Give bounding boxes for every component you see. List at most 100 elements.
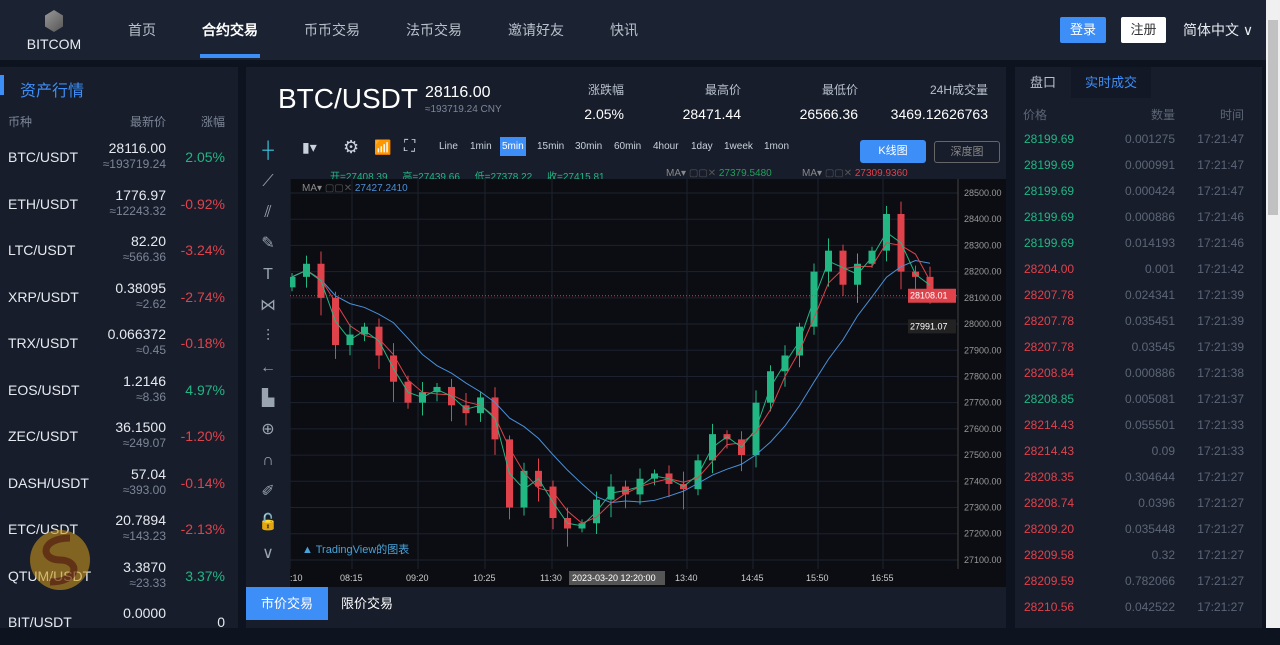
measure-icon[interactable]: ⫶: [265, 328, 270, 345]
trade-amount: 0.001275: [1124, 132, 1175, 146]
page-scrollbar[interactable]: [1266, 0, 1280, 628]
nav-home[interactable]: 首页: [128, 22, 156, 38]
cursor-price-label: 27991.07: [910, 321, 948, 331]
ma3-legend[interactable]: MA▾ ▢▢✕ 27309.9360: [802, 168, 908, 179]
y-tick-label: 27300.00: [964, 503, 1002, 513]
timeframe-1week[interactable]: 1week: [724, 141, 753, 152]
indicators-icon[interactable]: 📶: [374, 139, 392, 155]
market-row[interactable]: BTC/USDT 28116.00 ≈193719.24 2.05%: [0, 134, 238, 180]
trade-amount: 0.304644: [1124, 470, 1175, 484]
row-cny: ≈12243.32: [109, 203, 166, 218]
y-tick-label: 27900.00: [964, 345, 1002, 355]
chart-svg[interactable]: 28500.00 28400.00 28300.00 28200.00 28100.00…: [290, 179, 1006, 587]
logo[interactable]: BITCOM: [22, 10, 86, 52]
trade-amount: 0.000991: [1124, 158, 1175, 172]
market-row[interactable]: ETH/USDT 1776.97 ≈12243.32 -0.92%: [0, 181, 238, 227]
market-row[interactable]: XRP/USDT 0.38095 ≈2.62 -2.74%: [0, 274, 238, 320]
ruler-icon[interactable]: ▙: [261, 390, 275, 407]
ma2-legend[interactable]: MA▾ ▢▢✕ 27379.5480: [666, 168, 772, 179]
col-time: 时间: [1219, 108, 1244, 122]
market-row[interactable]: EOS/USDT 1.2146 ≈8.36 4.97%: [0, 367, 238, 413]
legend-high: 高=27439.66: [402, 172, 460, 183]
row-symbol: EOS/USDT: [8, 381, 80, 398]
crosshair-time-tag: [569, 571, 665, 585]
timeframe-60min[interactable]: 60min: [614, 141, 642, 152]
market-row[interactable]: BIT/USDT 0.0000 0: [0, 599, 238, 645]
tab-orderbook[interactable]: 盘口: [1029, 75, 1056, 90]
settings-gear-icon[interactable]: ⚙: [343, 137, 360, 157]
trading-panel: BTC/USDT 28116.00 ≈193719.24 CNY 涨跌幅 2.05…: [246, 67, 1006, 628]
ma1-line: [291, 259, 931, 504]
candlestick-chart[interactable]: 28500.00 28400.00 28300.00 28200.00 28100.00…: [290, 179, 1006, 587]
y-tick-label: 27500.00: [964, 450, 1002, 460]
market-row[interactable]: ETC/USDT 20.7894 ≈143.23 -2.13%: [0, 506, 238, 552]
trade-time: 17:21:47: [1197, 184, 1244, 198]
market-row[interactable]: TRX/USDT 0.066372 ≈0.45 -0.18%: [0, 320, 238, 366]
timeframe-5min[interactable]: 5min: [500, 137, 526, 156]
row-cny: ≈0.45: [136, 343, 166, 357]
row-change: -0.92%: [180, 195, 225, 212]
nav-spot-trading[interactable]: 币币交易: [304, 22, 360, 38]
lock-drawing-icon[interactable]: ✐: [261, 483, 275, 500]
tab-realtime-trades[interactable]: 实时成交: [1071, 67, 1151, 98]
timeframe-15min[interactable]: 15min: [537, 141, 565, 152]
market-row[interactable]: DASH/USDT 57.04 ≈393.00 -0.14%: [0, 460, 238, 506]
lock-icon[interactable]: 🔓: [258, 514, 278, 531]
trade-price: 28214.43: [1024, 444, 1075, 458]
market-row[interactable]: LTC/USDT 82.20 ≈566.36 -3.24%: [0, 227, 238, 273]
market-row[interactable]: ZEC/USDT 36.1500 ≈249.07 -1.20%: [0, 413, 238, 459]
market-row[interactable]: QTUM/USDT 3.3870 ≈23.33 3.37%: [0, 553, 238, 599]
row-change: 2.05%: [185, 149, 225, 165]
col-symbol: 币种: [8, 115, 33, 129]
timeframe-4hour[interactable]: 4hour: [653, 141, 679, 152]
row-symbol: TRX/USDT: [8, 335, 78, 351]
timeframe-1min[interactable]: 1min: [470, 141, 492, 152]
fullscreen-icon[interactable]: ⛶: [404, 138, 416, 155]
tab-limit-order[interactable]: 限价交易: [341, 596, 394, 611]
register-button[interactable]: 注册: [1121, 17, 1166, 43]
trade-time: 17:21:39: [1197, 340, 1244, 354]
language-select[interactable]: 简体中文 ∨: [1183, 20, 1253, 40]
trade-amount: 0.000886: [1124, 210, 1175, 224]
trade-amount: 0.035448: [1124, 522, 1175, 536]
x-tick-label: 10:25: [473, 573, 496, 583]
ma3-line: [291, 231, 931, 527]
nav-news[interactable]: 快讯: [610, 22, 638, 38]
stat-label: 涨跌幅: [587, 83, 624, 97]
login-button[interactable]: 登录: [1060, 17, 1106, 43]
back-arrow-icon[interactable]: ←: [260, 359, 276, 376]
trend-line-icon[interactable]: ⟋: [262, 173, 274, 190]
timeframe-30min[interactable]: 30min: [575, 141, 603, 152]
collapse-icon[interactable]: ∨: [262, 545, 274, 562]
nav-invite[interactable]: 邀请好友: [508, 22, 564, 38]
row-symbol: DASH/USDT: [8, 474, 89, 491]
timeframe-1day[interactable]: 1day: [691, 141, 713, 152]
candle-type-icon[interactable]: ▮▾: [302, 139, 317, 155]
legend-low: 低=27378.22: [474, 172, 533, 183]
timeframe-1mon[interactable]: 1mon: [764, 141, 790, 152]
nav-contract-trading[interactable]: 合约交易: [200, 0, 260, 60]
timeframe-Line[interactable]: Line: [439, 141, 458, 152]
stat-low: 最低价 26566.36: [800, 81, 858, 122]
crosshair-icon[interactable]: ┼: [262, 142, 274, 159]
nav-otc-trading[interactable]: 法币交易: [406, 22, 462, 38]
row-symbol: LTC/USDT: [8, 242, 76, 258]
row-cny: ≈566.36: [122, 250, 166, 264]
pitchfork-icon[interactable]: ⫽: [264, 204, 272, 221]
y-tick-label: 28000.00: [964, 319, 1002, 329]
pattern-icon[interactable]: ⋈: [260, 297, 276, 314]
stat-label: 最低价: [821, 83, 858, 97]
scrollbar-thumb[interactable]: [1268, 20, 1278, 215]
brush-icon[interactable]: ✎: [261, 235, 275, 252]
depth-chart-button[interactable]: 深度图: [934, 141, 1000, 163]
tradingview-watermark[interactable]: ▲ TradingView的图表: [302, 544, 410, 556]
stat-label: 最高价: [704, 83, 741, 97]
kline-button[interactable]: K线图: [860, 140, 926, 163]
tab-market-order[interactable]: 市价交易: [246, 587, 329, 620]
zoom-in-icon[interactable]: ⊕: [261, 421, 275, 438]
ma1-legend[interactable]: MA▾ ▢▢✕ 27427.2410: [302, 183, 408, 194]
text-icon[interactable]: T: [263, 266, 273, 283]
trade-row: 28209.20 0.035448 17:21:27: [1015, 516, 1262, 542]
magnet-icon[interactable]: ∩: [262, 452, 274, 469]
trade-row: 28199.69 0.000991 17:21:47: [1015, 152, 1262, 178]
